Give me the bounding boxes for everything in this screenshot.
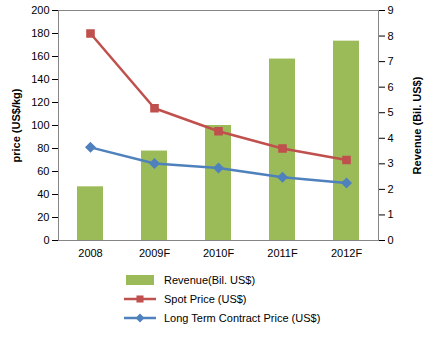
svg-text:140: 140 bbox=[31, 73, 49, 85]
svg-text:1: 1 bbox=[388, 208, 394, 220]
svg-text:9: 9 bbox=[388, 4, 394, 16]
svg-text:2008: 2008 bbox=[78, 247, 102, 259]
svg-text:40: 40 bbox=[37, 188, 49, 200]
svg-text:7: 7 bbox=[388, 55, 394, 67]
svg-text:180: 180 bbox=[31, 27, 49, 39]
html-text:Long Term Contract Price (US$): Long Term Contract Price (US$) bbox=[164, 312, 321, 324]
svg-text:6: 6 bbox=[388, 81, 394, 93]
svg-text:200: 200 bbox=[31, 4, 49, 16]
svg-text:8: 8 bbox=[388, 30, 394, 42]
svg-text:100: 100 bbox=[31, 119, 49, 131]
svg-text:120: 120 bbox=[31, 96, 49, 108]
svg-text:3: 3 bbox=[388, 157, 394, 169]
svg-text:80: 80 bbox=[37, 142, 49, 154]
svg-text:0: 0 bbox=[43, 234, 49, 246]
svg-text:2: 2 bbox=[388, 183, 394, 195]
svg-text:5: 5 bbox=[388, 106, 394, 118]
svg-text:4: 4 bbox=[388, 132, 394, 144]
html-text:Spot Price (US$): Spot Price (US$) bbox=[164, 293, 247, 305]
svg-text:price (US$/kg): price (US$/kg) bbox=[10, 88, 22, 162]
svg-text:2009F: 2009F bbox=[139, 247, 170, 259]
svg-text:2010F: 2010F bbox=[203, 247, 234, 259]
html-text:Revenue(Bil. US$): Revenue(Bil. US$) bbox=[164, 274, 256, 286]
svg-text:Revenue (Bil. US$): Revenue (Bil. US$) bbox=[411, 76, 423, 174]
svg-text:2012F: 2012F bbox=[331, 247, 362, 259]
svg-text:20: 20 bbox=[37, 211, 49, 223]
svg-text:60: 60 bbox=[37, 165, 49, 177]
svg-text:160: 160 bbox=[31, 50, 49, 62]
svg-text:0: 0 bbox=[388, 234, 394, 246]
svg-text:2011F: 2011F bbox=[267, 247, 298, 259]
